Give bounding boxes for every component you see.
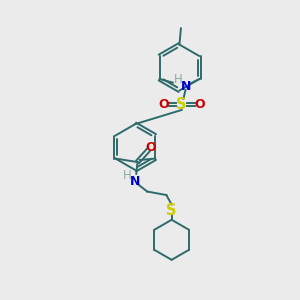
Text: O: O xyxy=(146,141,156,154)
Text: H: H xyxy=(173,74,182,86)
Text: N: N xyxy=(181,80,191,94)
Text: H: H xyxy=(123,169,132,182)
Text: O: O xyxy=(195,98,205,111)
Text: O: O xyxy=(158,98,169,111)
Text: N: N xyxy=(130,175,141,188)
Text: S: S xyxy=(176,97,187,112)
Text: S: S xyxy=(167,203,177,218)
